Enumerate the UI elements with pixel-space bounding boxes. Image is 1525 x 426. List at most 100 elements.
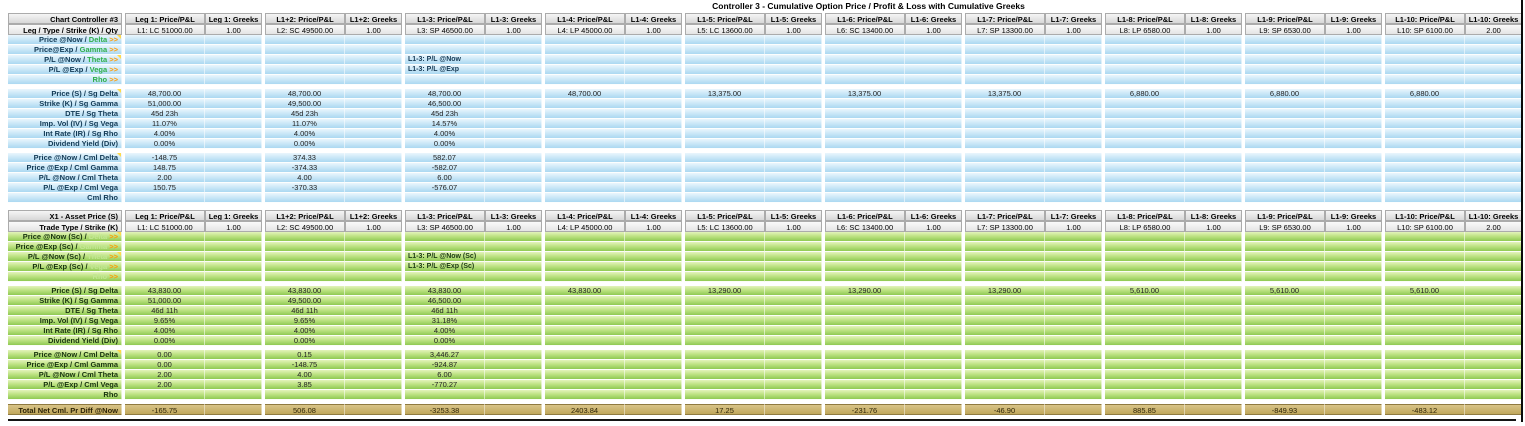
leg-descriptor[interactable]: L7: SP 13300.00	[965, 24, 1045, 35]
cell-greeks[interactable]	[765, 370, 822, 380]
cell-greeks[interactable]	[485, 262, 542, 272]
cell-greeks[interactable]	[485, 296, 542, 306]
row-label[interactable]: Cml Rho	[8, 193, 122, 203]
cell-value[interactable]	[1385, 252, 1465, 262]
cell-value[interactable]	[965, 139, 1045, 149]
cell-greeks[interactable]	[905, 99, 962, 109]
cell-value[interactable]	[1385, 380, 1465, 390]
cell-value[interactable]	[965, 35, 1045, 45]
cell-value[interactable]	[1245, 242, 1325, 252]
col-header-pl[interactable]: L1-9: Price/P&L	[1245, 13, 1325, 24]
cell-value[interactable]: 14.57%	[405, 119, 485, 129]
cell-greeks[interactable]	[1045, 139, 1102, 149]
chart-series-note[interactable]: L1-3: P/L @Exp (Sc)	[405, 262, 485, 272]
cell-greeks[interactable]	[1465, 242, 1522, 252]
cell-value[interactable]: 0.00%	[265, 336, 345, 346]
cell-greeks[interactable]	[765, 286, 822, 296]
cell-greeks[interactable]	[1045, 55, 1102, 65]
leg-qty[interactable]: 1.00	[625, 221, 682, 232]
cell-greeks[interactable]	[205, 119, 262, 129]
cell-greeks[interactable]	[1325, 296, 1382, 306]
cell-greeks[interactable]	[345, 173, 402, 183]
cell-greeks[interactable]	[1185, 193, 1242, 203]
cell-value[interactable]	[545, 350, 625, 360]
cell-greeks[interactable]	[345, 326, 402, 336]
cell-greeks[interactable]	[625, 139, 682, 149]
cell-greeks[interactable]	[1185, 360, 1242, 370]
cell-greeks[interactable]	[1465, 370, 1522, 380]
cell-greeks[interactable]	[905, 173, 962, 183]
cell-greeks[interactable]	[205, 370, 262, 380]
col-header-pl[interactable]: L1-6: Price/P&L	[825, 210, 905, 221]
cell-greeks[interactable]	[1045, 252, 1102, 262]
cell-greeks[interactable]	[905, 242, 962, 252]
cell-greeks[interactable]	[205, 336, 262, 346]
cell-value[interactable]	[1385, 193, 1465, 203]
cell-value[interactable]	[825, 173, 905, 183]
cell-value[interactable]: 4.00%	[125, 326, 205, 336]
cell-greeks[interactable]	[1465, 262, 1522, 272]
row-label[interactable]: Leg / Type / Strike (K) / Qty	[8, 24, 122, 35]
cell-greeks[interactable]	[1325, 89, 1382, 99]
cell-greeks[interactable]	[765, 390, 822, 400]
cell-greeks[interactable]	[1465, 139, 1522, 149]
cell-value[interactable]: 17.25	[685, 404, 765, 415]
cell-value[interactable]	[1105, 173, 1185, 183]
col-header-greeks[interactable]: Leg 1: Greeks	[205, 13, 262, 24]
row-label[interactable]: Strike (K) / Sg Gamma	[8, 296, 122, 306]
cell-greeks[interactable]	[345, 232, 402, 242]
leg-descriptor[interactable]: L3: SP 46500.00	[405, 24, 485, 35]
cell-value[interactable]	[825, 390, 905, 400]
cell-greeks[interactable]	[1465, 119, 1522, 129]
cell-greeks[interactable]	[1325, 99, 1382, 109]
cell-value[interactable]	[1105, 316, 1185, 326]
corner-header[interactable]: Chart Controller #3	[8, 13, 122, 24]
cell-value[interactable]	[965, 193, 1045, 203]
cell-value[interactable]	[125, 262, 205, 272]
cell-greeks[interactable]	[1045, 316, 1102, 326]
cell-value[interactable]	[545, 99, 625, 109]
cell-greeks[interactable]	[625, 326, 682, 336]
cell-greeks[interactable]	[485, 350, 542, 360]
col-header-pl[interactable]: L1-10: Price/P&L	[1385, 13, 1465, 24]
cell-greeks[interactable]	[765, 252, 822, 262]
cell-greeks[interactable]	[765, 173, 822, 183]
col-header-pl[interactable]: L1-3: Price/P&L	[405, 13, 485, 24]
cell-value[interactable]	[1385, 370, 1465, 380]
col-header-greeks[interactable]: L1-3: Greeks	[485, 13, 542, 24]
cell-value[interactable]	[825, 262, 905, 272]
cell-value[interactable]	[1385, 316, 1465, 326]
cell-value[interactable]: -483.12	[1385, 404, 1465, 415]
cell-value[interactable]	[685, 360, 765, 370]
cell-value[interactable]	[545, 296, 625, 306]
cell-value[interactable]	[965, 296, 1045, 306]
cell-greeks[interactable]	[1045, 109, 1102, 119]
cell-value[interactable]	[1245, 183, 1325, 193]
cell-value[interactable]	[125, 272, 205, 282]
cell-value[interactable]: 2.00	[125, 380, 205, 390]
cell-value[interactable]	[965, 326, 1045, 336]
col-header-greeks[interactable]: L1-7: Greeks	[1045, 210, 1102, 221]
cell-value[interactable]	[825, 45, 905, 55]
leg-qty[interactable]: 1.00	[205, 24, 262, 35]
cell-greeks[interactable]	[1185, 129, 1242, 139]
cell-value[interactable]	[545, 139, 625, 149]
cell-value[interactable]	[965, 242, 1045, 252]
cell-value[interactable]	[405, 242, 485, 252]
cell-greeks[interactable]	[485, 55, 542, 65]
cell-greeks[interactable]	[345, 119, 402, 129]
col-header-greeks[interactable]: L1+2: Greeks	[345, 210, 402, 221]
row-label[interactable]: Price@Exp / Gamma >>	[8, 45, 122, 55]
cell-greeks[interactable]	[905, 336, 962, 346]
cell-greeks[interactable]	[485, 380, 542, 390]
cell-value[interactable]: 374.33	[265, 153, 345, 163]
col-header-pl[interactable]: L1-8: Price/P&L	[1105, 13, 1185, 24]
cell-greeks[interactable]	[485, 109, 542, 119]
cell-greeks[interactable]	[1185, 326, 1242, 336]
cell-value[interactable]: 13,290.00	[685, 286, 765, 296]
cell-greeks[interactable]	[905, 35, 962, 45]
cell-greeks[interactable]	[485, 370, 542, 380]
cell-value[interactable]	[545, 173, 625, 183]
cell-value[interactable]	[685, 119, 765, 129]
cell-value[interactable]: 45d 23h	[405, 109, 485, 119]
